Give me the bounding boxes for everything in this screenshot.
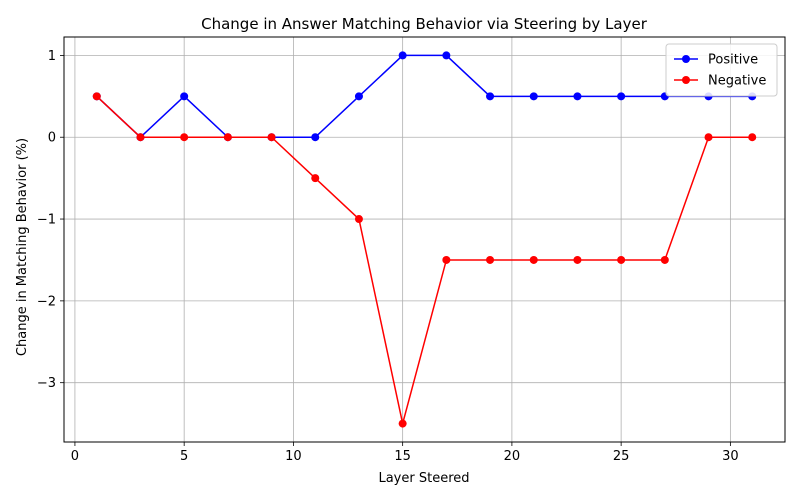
data-point-positive [529,92,538,101]
data-point-positive [617,92,626,101]
x-axis-label: Layer Steered [378,471,469,486]
x-tick-label: 10 [285,449,302,464]
data-point-negative [704,133,713,142]
data-point-positive [398,51,407,60]
x-tick-label: 0 [71,449,79,464]
data-point-negative [573,255,582,264]
grid [64,37,785,442]
legend-marker-positive [682,55,690,63]
series-group [92,51,757,428]
data-point-negative [136,133,145,142]
data-point-negative [486,255,495,264]
legend-item-positive: Positive [674,53,758,68]
legend: Positive Negative [665,43,778,97]
data-point-negative [223,133,232,142]
y-tick-label: −3 [37,376,56,391]
data-point-positive [311,133,320,142]
data-point-negative [660,255,669,264]
legend-box [665,43,778,97]
x-tick-label: 30 [722,449,739,464]
y-tick-label: −2 [37,294,56,309]
y-tick-label: 1 [48,49,56,64]
series-positive [92,51,757,142]
data-point-positive [442,51,451,60]
data-point-negative [311,174,320,183]
series-line-negative [96,95,753,424]
data-point-positive [573,92,582,101]
x-tick-label: 20 [504,449,521,464]
data-point-positive [354,92,363,101]
data-point-negative [92,92,101,101]
axis-ticks: 0 5 10 15 20 25 30 −3 −2 −1 0 1 [37,49,739,464]
data-point-negative [442,255,451,264]
legend-label-positive: Positive [708,53,758,68]
data-point-negative [617,255,626,264]
plot-frame [63,36,786,443]
data-point-negative [748,133,757,142]
x-tick-label: 25 [613,449,630,464]
x-tick-label: 5 [180,449,188,464]
y-tick-label: 0 [48,131,56,146]
y-tick-label: −1 [37,213,56,228]
series-line-positive [96,54,753,139]
chart-title: Change in Answer Matching Behavior via S… [201,15,648,33]
data-point-negative [267,133,276,142]
x-tick-label: 15 [394,449,411,464]
legend-marker-negative [682,76,690,84]
legend-item-negative: Negative [674,74,766,89]
y-axis-label: Change in Matching Behavior (%) [15,138,30,356]
data-point-negative [398,419,407,428]
series-negative [92,92,757,428]
data-point-negative [180,133,189,142]
data-point-negative [529,255,538,264]
data-point-positive [180,92,189,101]
legend-label-negative: Negative [708,74,766,89]
data-point-positive [486,92,495,101]
data-point-negative [354,215,363,224]
